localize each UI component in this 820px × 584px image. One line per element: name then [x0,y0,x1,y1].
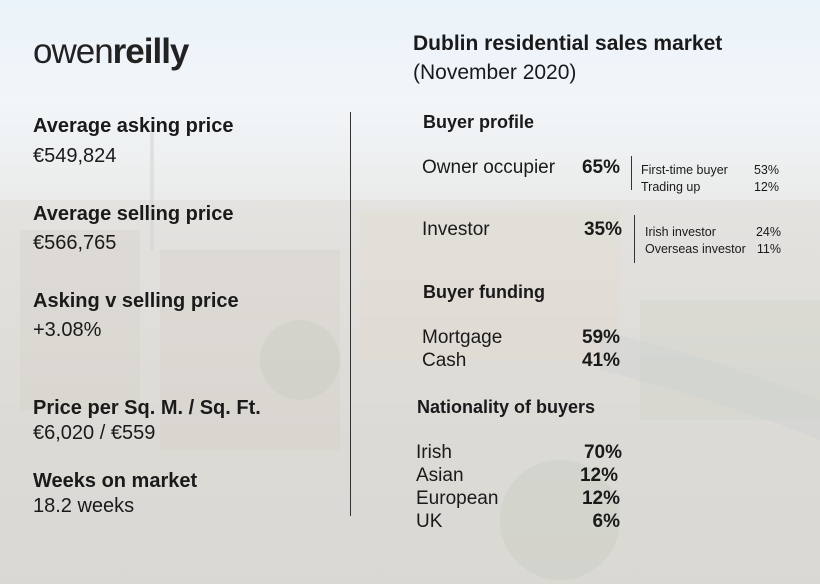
nationality-european-label: European [416,488,499,509]
first-time-buyer-label: First-time buyer [641,163,728,177]
owen-reilly-logo: owenreilly [33,32,189,71]
column-divider [350,112,351,516]
stat-label-price-per-sq: Price per Sq. M. / Sq. Ft. [33,397,261,419]
nationality-asian-label: Asian [416,465,464,486]
nationality-irish-value: 70% [583,442,622,463]
nationality-european-value: 12% [581,488,620,509]
page-title: Dublin residential sales market [413,32,723,55]
stat-label-selling-price: Average selling price [33,203,234,225]
buyer-funding-heading: Buyer funding [423,282,545,302]
nationality-uk-value: 6% [592,511,620,532]
owner-bracket [631,156,632,190]
stat-value-selling-price: €566,765 [33,232,117,254]
cash-label: Cash [422,350,467,371]
stat-value-asking-price: €549,824 [33,145,117,167]
overseas-investor-label: Overseas investor [645,242,746,256]
overseas-investor-value: 11% [756,242,781,256]
stat-label-weeks-on-market: Weeks on market [33,470,198,492]
nationality-irish-label: Irish [416,442,452,463]
mortgage-label: Mortgage [422,327,503,348]
investor-label: Investor [422,219,490,240]
nationality-heading: Nationality of buyers [417,397,596,417]
first-time-buyer-value: 53% [753,163,779,177]
mortgage-value: 59% [581,327,620,348]
irish-investor-label: Irish investor [645,225,716,239]
stat-label-asking-v-selling: Asking v selling price [33,290,239,312]
nationality-uk-label: UK [416,511,443,532]
buyer-profile-heading: Buyer profile [423,112,535,132]
trading-up-label: Trading up [641,180,701,194]
owner-occupier-label: Owner occupier [422,157,556,178]
cash-value: 41% [581,350,620,371]
investor-value: 35% [583,219,622,240]
nationality-asian-value: 12% [579,465,618,486]
stat-value-asking-v-selling: +3.08% [33,319,102,341]
stat-value-price-per-sq: €6,020 / €559 [33,422,156,444]
stat-label-asking-price: Average asking price [33,115,234,137]
investor-bracket [634,215,635,263]
owner-occupier-value: 65% [581,157,620,178]
trading-up-value: 12% [753,180,779,194]
page-subtitle: (November 2020) [413,61,577,84]
irish-investor-value: 24% [755,225,781,239]
stat-value-weeks-on-market: 18.2 weeks [33,495,135,517]
